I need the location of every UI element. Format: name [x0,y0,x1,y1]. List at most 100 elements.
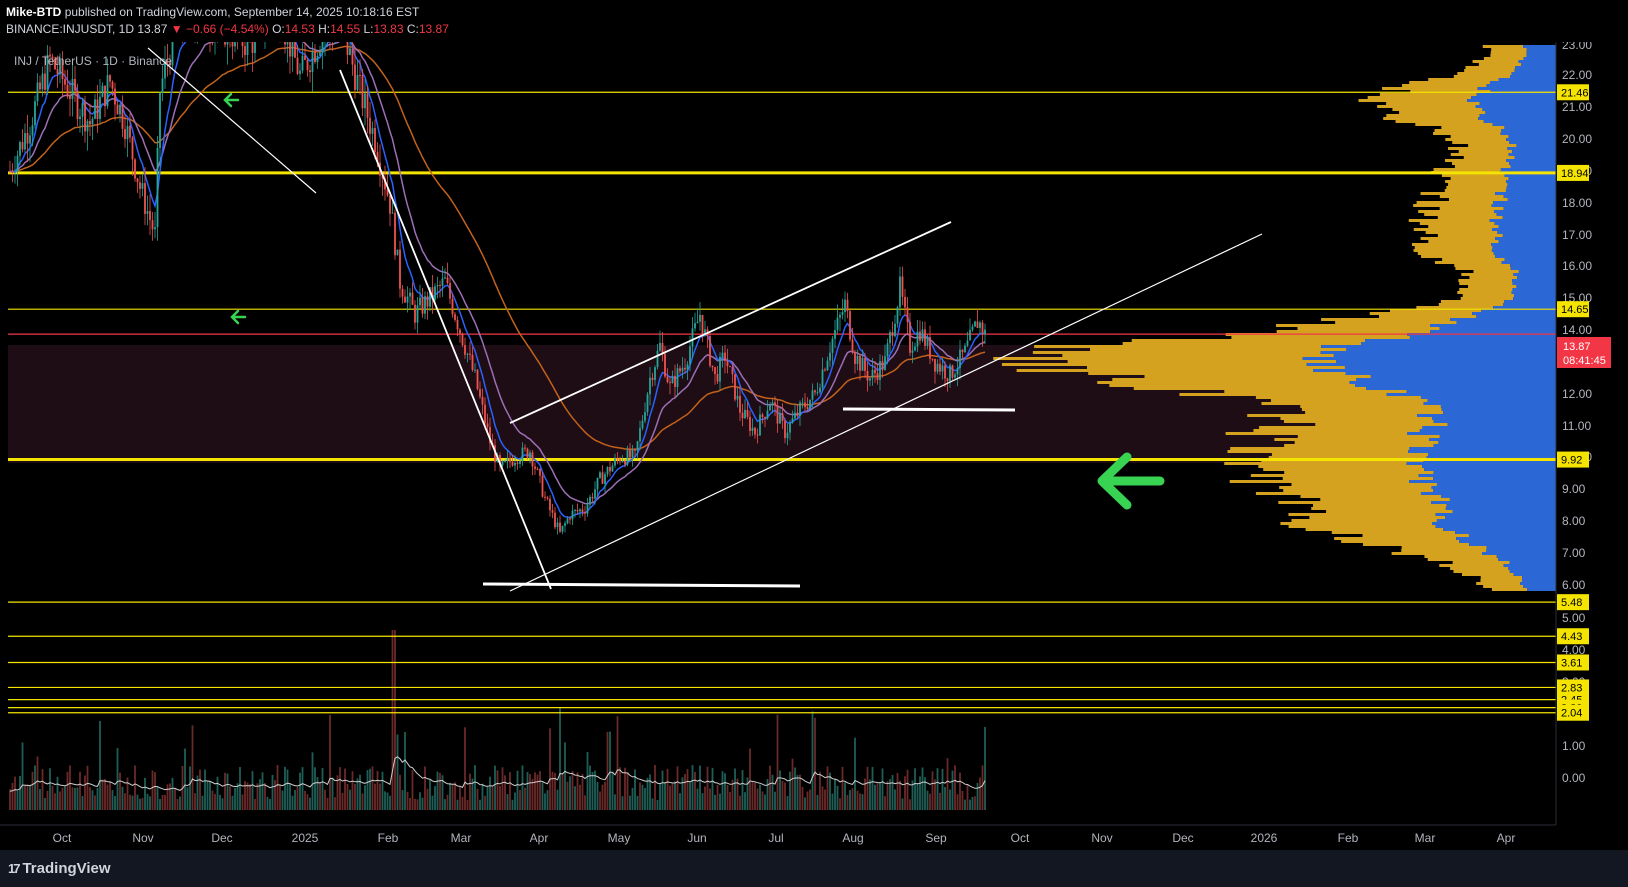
candle[interactable] [806,407,809,409]
candle[interactable] [46,54,49,90]
candle[interactable] [921,329,924,341]
candle[interactable] [76,90,79,120]
candle[interactable] [889,332,891,344]
candle[interactable] [849,311,851,340]
candle[interactable] [374,128,376,153]
candle[interactable] [449,282,451,299]
candle[interactable] [24,133,26,150]
candle[interactable] [971,326,974,330]
candle[interactable] [791,418,794,423]
candle[interactable] [464,345,466,355]
candle[interactable] [954,374,956,378]
candle[interactable] [851,339,854,353]
candle[interactable] [801,402,804,404]
candle[interactable] [939,363,941,372]
candles[interactable] [9,42,986,535]
candle[interactable] [716,374,719,382]
candle[interactable] [359,74,361,76]
candle[interactable] [111,81,114,89]
candle[interactable] [729,366,731,368]
candle[interactable] [131,137,134,160]
candle[interactable] [681,367,684,372]
candle[interactable] [231,42,234,47]
time-axis[interactable] [0,825,1556,850]
candle[interactable] [119,104,121,115]
candle[interactable] [601,472,604,484]
candle[interactable] [789,422,791,433]
candle[interactable] [141,183,144,189]
price-chart[interactable]: INJ / TetherUS · 1D · Binance 23.00 22.00… [0,42,1628,850]
candle[interactable] [286,42,289,45]
candle[interactable] [589,496,591,505]
candle[interactable] [154,227,156,230]
candle[interactable] [61,59,64,80]
candle[interactable] [776,405,779,424]
candle[interactable] [554,512,556,528]
candle[interactable] [129,125,131,138]
candle[interactable] [16,155,19,173]
candle[interactable] [584,512,586,514]
candle[interactable] [666,376,669,383]
candle[interactable] [49,54,51,57]
candle[interactable] [299,70,301,74]
candle[interactable] [51,56,54,59]
candle[interactable] [476,369,479,389]
candle[interactable] [779,413,781,424]
candle[interactable] [911,350,914,353]
candle[interactable] [41,73,44,90]
candle[interactable] [254,42,256,53]
candle[interactable] [376,152,379,163]
trend-drawings[interactable] [147,47,1263,592]
candle[interactable] [924,329,926,346]
candle[interactable] [859,355,861,371]
candle[interactable] [414,304,416,323]
candle[interactable] [244,46,246,56]
candle[interactable] [766,410,769,419]
candle[interactable] [356,74,359,90]
candle[interactable] [926,337,929,346]
candle[interactable] [771,402,774,405]
tradingview-logo[interactable]: 17 TradingView [8,860,111,877]
candle[interactable] [406,296,409,303]
candle[interactable] [349,48,351,55]
candle[interactable] [96,99,99,120]
candle[interactable] [914,346,916,351]
candle[interactable] [136,178,139,183]
candle[interactable] [504,460,506,462]
candle[interactable] [696,321,699,324]
candle[interactable] [289,42,291,57]
arrow-annotations[interactable] [223,92,1165,510]
candle[interactable] [29,135,31,144]
candle[interactable] [649,377,651,395]
candle[interactable] [979,322,981,328]
candle[interactable] [544,496,546,498]
candle[interactable] [84,103,86,132]
candle[interactable] [11,171,14,173]
candle[interactable] [526,448,529,458]
candle[interactable] [506,457,509,461]
candle[interactable] [434,286,436,300]
candle[interactable] [906,307,909,322]
candle[interactable] [456,319,459,330]
candle[interactable] [751,427,754,432]
candle[interactable] [94,99,96,119]
candle[interactable] [761,414,764,418]
candle[interactable] [881,361,884,370]
candle[interactable] [121,104,124,130]
horizontal-levels[interactable] [8,91,1556,714]
candle[interactable] [354,64,356,90]
candle[interactable] [931,358,934,360]
candle[interactable] [814,390,816,393]
candle[interactable] [369,117,371,134]
candle[interactable] [644,412,646,421]
candle[interactable] [864,357,866,371]
candle[interactable] [709,335,711,366]
candle[interactable] [734,374,736,400]
candle[interactable] [79,116,81,120]
candle[interactable] [134,159,136,179]
candle[interactable] [126,125,129,140]
candle[interactable] [444,277,446,279]
candle[interactable] [69,96,71,99]
candle[interactable] [836,317,839,331]
channel-top-line[interactable] [509,221,952,424]
